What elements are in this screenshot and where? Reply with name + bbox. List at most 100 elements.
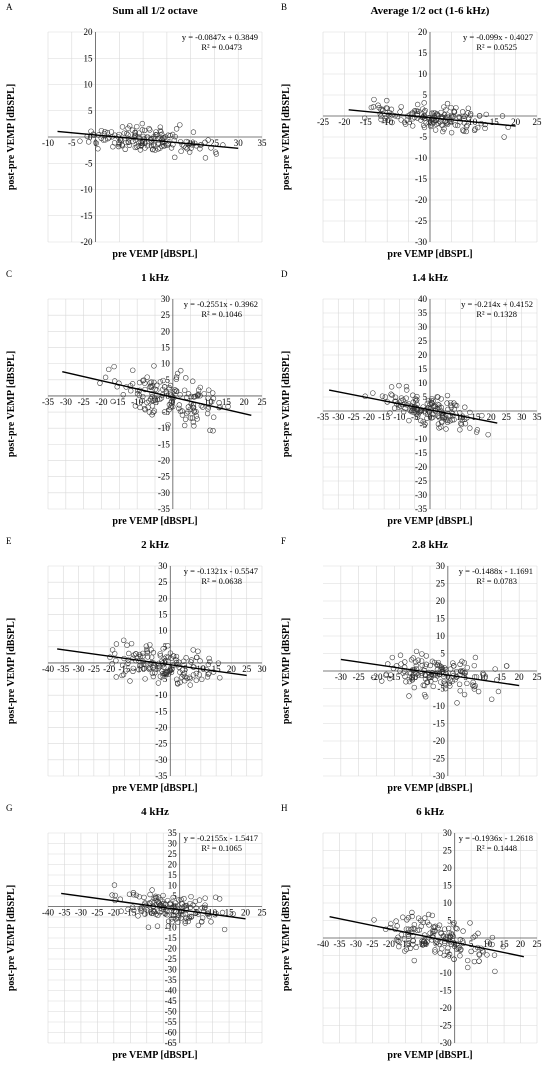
y-tick-label: 20 [168, 860, 178, 870]
data-point [131, 907, 137, 913]
data-point [197, 146, 203, 152]
y-tick-label: 10 [84, 80, 94, 90]
y-tick-label: 30 [161, 294, 171, 304]
data-point [112, 132, 118, 138]
y-tick-label: -10 [158, 423, 170, 433]
data-point [470, 934, 476, 941]
data-point [161, 143, 167, 149]
data-point [213, 894, 219, 900]
data-point [204, 410, 211, 417]
data-point [420, 106, 426, 112]
y-tick-label: -15 [415, 174, 427, 184]
data-point [445, 406, 451, 413]
data-point [441, 126, 447, 132]
data-point [147, 642, 153, 648]
data-point [182, 416, 189, 423]
data-point [439, 665, 445, 672]
data-point [113, 641, 120, 647]
y-axis-title: post-pre VEMP [dBSPL] [281, 84, 292, 190]
data-point [185, 918, 191, 925]
data-point [95, 146, 101, 152]
data-point [149, 391, 155, 397]
data-point [377, 111, 383, 117]
data-point [150, 409, 156, 416]
data-point [454, 700, 460, 706]
data-point [398, 661, 404, 667]
y-tick-label: -10 [415, 434, 427, 444]
x-tick-label: -15 [360, 117, 372, 127]
panel-letter: H [281, 803, 288, 813]
y-tick-label: -15 [433, 719, 445, 729]
data-point [464, 664, 470, 671]
data-point [400, 409, 407, 415]
data-point [158, 906, 165, 912]
y-tick-label: -5 [420, 132, 428, 142]
data-point [126, 142, 133, 148]
data-point [159, 898, 166, 904]
data-point [402, 405, 408, 411]
data-point [389, 392, 395, 398]
data-point [415, 657, 421, 663]
y-tick-label: -25 [165, 954, 177, 964]
data-point [175, 897, 182, 903]
data-point [428, 415, 435, 421]
y-tick-label: -15 [440, 986, 452, 996]
data-point [187, 901, 193, 907]
data-point [191, 408, 197, 414]
data-point [153, 894, 160, 901]
data-point [376, 105, 382, 111]
y-axis-title: post-pre VEMP [dBSPL] [6, 84, 17, 190]
y-tick-label: -25 [415, 476, 427, 486]
data-point [467, 920, 473, 926]
data-point [472, 933, 478, 939]
data-point [225, 403, 231, 410]
y-tick-label: 25 [443, 846, 453, 856]
data-point [436, 404, 442, 410]
trendline [62, 370, 252, 417]
data-point [213, 151, 220, 157]
data-point [370, 104, 377, 110]
data-point [130, 367, 136, 373]
data-point [209, 398, 215, 405]
data-point [448, 129, 455, 136]
data-point [182, 422, 188, 429]
data-point [382, 394, 389, 400]
data-point [451, 920, 457, 926]
data-point [462, 420, 469, 427]
data-point [476, 958, 482, 964]
y-tick-label: 10 [168, 881, 178, 891]
data-point [444, 419, 451, 425]
x-tick-label: 25 [533, 672, 543, 682]
y-tick-label: -55 [165, 1017, 177, 1027]
data-point [422, 672, 429, 678]
y-tick-label: 5 [172, 891, 177, 901]
trendline-equation: y = -0.1488x - 1.1691 [459, 566, 533, 576]
data-point [413, 398, 419, 404]
data-point [206, 387, 212, 393]
x-tick-label: 0 [168, 664, 173, 674]
data-point [450, 933, 456, 939]
data-point [126, 650, 132, 657]
data-point [141, 665, 147, 672]
data-point [116, 380, 122, 386]
data-point [387, 410, 393, 416]
r-squared: R² = 0.1448 [476, 843, 517, 853]
data-point [371, 96, 377, 103]
data-point [442, 685, 449, 692]
data-point [194, 654, 200, 660]
data-point [179, 408, 185, 414]
data-point [136, 894, 142, 900]
data-point [173, 900, 179, 906]
y-tick-label: 35 [418, 308, 428, 318]
data-point [126, 891, 133, 897]
data-point [448, 112, 455, 119]
data-point [188, 393, 194, 400]
data-point [405, 931, 411, 938]
data-point [383, 105, 389, 111]
data-point [154, 396, 161, 402]
data-point [460, 109, 466, 115]
y-tick-label: -20 [433, 736, 445, 746]
data-point [147, 384, 153, 390]
data-point [199, 919, 205, 925]
y-tick-label: 5 [423, 90, 428, 100]
